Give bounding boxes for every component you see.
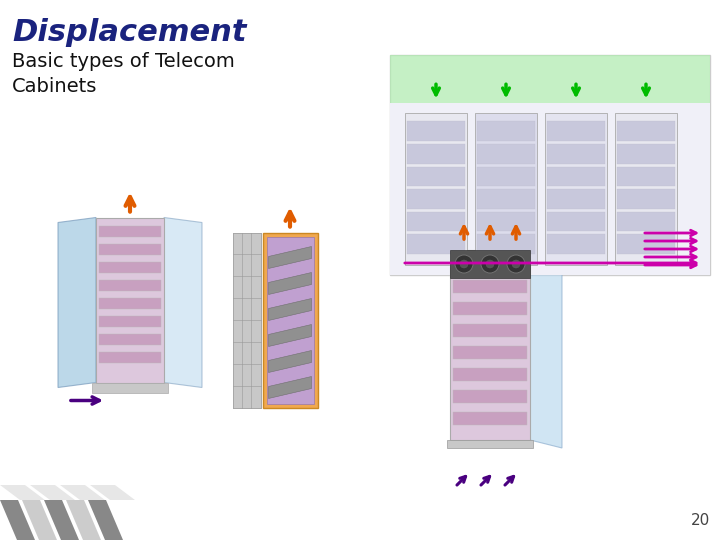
Bar <box>390 55 710 103</box>
Bar <box>475 113 537 265</box>
Polygon shape <box>0 500 35 540</box>
Text: Displacement: Displacement <box>12 18 246 47</box>
Bar <box>547 234 605 254</box>
Bar <box>99 315 161 327</box>
Bar <box>407 167 465 186</box>
Bar <box>477 212 535 232</box>
Bar <box>547 167 605 186</box>
Bar <box>99 334 161 345</box>
Bar <box>453 390 527 403</box>
Bar <box>477 189 535 209</box>
Polygon shape <box>269 299 312 321</box>
Bar <box>617 234 675 254</box>
Circle shape <box>460 260 468 268</box>
Polygon shape <box>269 273 312 294</box>
Bar <box>453 324 527 337</box>
Polygon shape <box>269 325 312 347</box>
Circle shape <box>486 260 494 268</box>
Bar <box>450 250 530 440</box>
Bar <box>477 167 535 186</box>
Polygon shape <box>88 500 123 540</box>
Bar <box>617 167 675 186</box>
Polygon shape <box>0 485 45 500</box>
Bar <box>477 122 535 141</box>
Bar <box>453 368 527 381</box>
Bar <box>617 144 675 164</box>
Bar <box>407 122 465 141</box>
Circle shape <box>455 255 473 273</box>
Polygon shape <box>58 218 96 388</box>
Polygon shape <box>60 485 105 500</box>
Polygon shape <box>269 246 312 268</box>
Polygon shape <box>90 485 135 500</box>
Bar <box>617 212 675 232</box>
Bar <box>405 113 467 265</box>
Polygon shape <box>164 218 202 388</box>
Bar <box>545 113 607 265</box>
Polygon shape <box>30 485 75 500</box>
Polygon shape <box>530 250 562 448</box>
Bar <box>453 280 527 293</box>
Polygon shape <box>22 500 57 540</box>
Bar <box>615 113 677 265</box>
Text: 20: 20 <box>690 513 710 528</box>
Bar <box>99 261 161 273</box>
Bar <box>99 298 161 308</box>
Bar <box>407 234 465 254</box>
Bar <box>477 144 535 164</box>
Bar <box>617 122 675 141</box>
Circle shape <box>481 255 499 273</box>
Bar <box>450 250 530 278</box>
Bar <box>263 233 318 408</box>
Text: Basic types of Telecom
Cabinets: Basic types of Telecom Cabinets <box>12 52 235 96</box>
Polygon shape <box>44 500 79 540</box>
Circle shape <box>512 260 520 268</box>
Bar <box>233 233 261 408</box>
Bar <box>266 237 313 403</box>
Polygon shape <box>66 500 101 540</box>
Bar <box>453 346 527 359</box>
Bar <box>390 103 710 275</box>
Bar <box>390 55 710 275</box>
Polygon shape <box>269 350 312 373</box>
Bar <box>547 212 605 232</box>
Bar <box>547 122 605 141</box>
Bar <box>407 144 465 164</box>
Bar <box>453 302 527 315</box>
Bar <box>547 189 605 209</box>
Bar <box>99 244 161 254</box>
Bar <box>453 412 527 425</box>
Bar <box>92 382 168 393</box>
Bar <box>96 218 164 382</box>
Bar <box>99 352 161 362</box>
Circle shape <box>507 255 525 273</box>
Bar <box>99 226 161 237</box>
Bar <box>99 280 161 291</box>
Bar <box>477 234 535 254</box>
Bar <box>447 440 533 448</box>
Bar <box>407 189 465 209</box>
Bar <box>617 189 675 209</box>
Bar <box>407 212 465 232</box>
Polygon shape <box>269 376 312 399</box>
Bar <box>547 144 605 164</box>
